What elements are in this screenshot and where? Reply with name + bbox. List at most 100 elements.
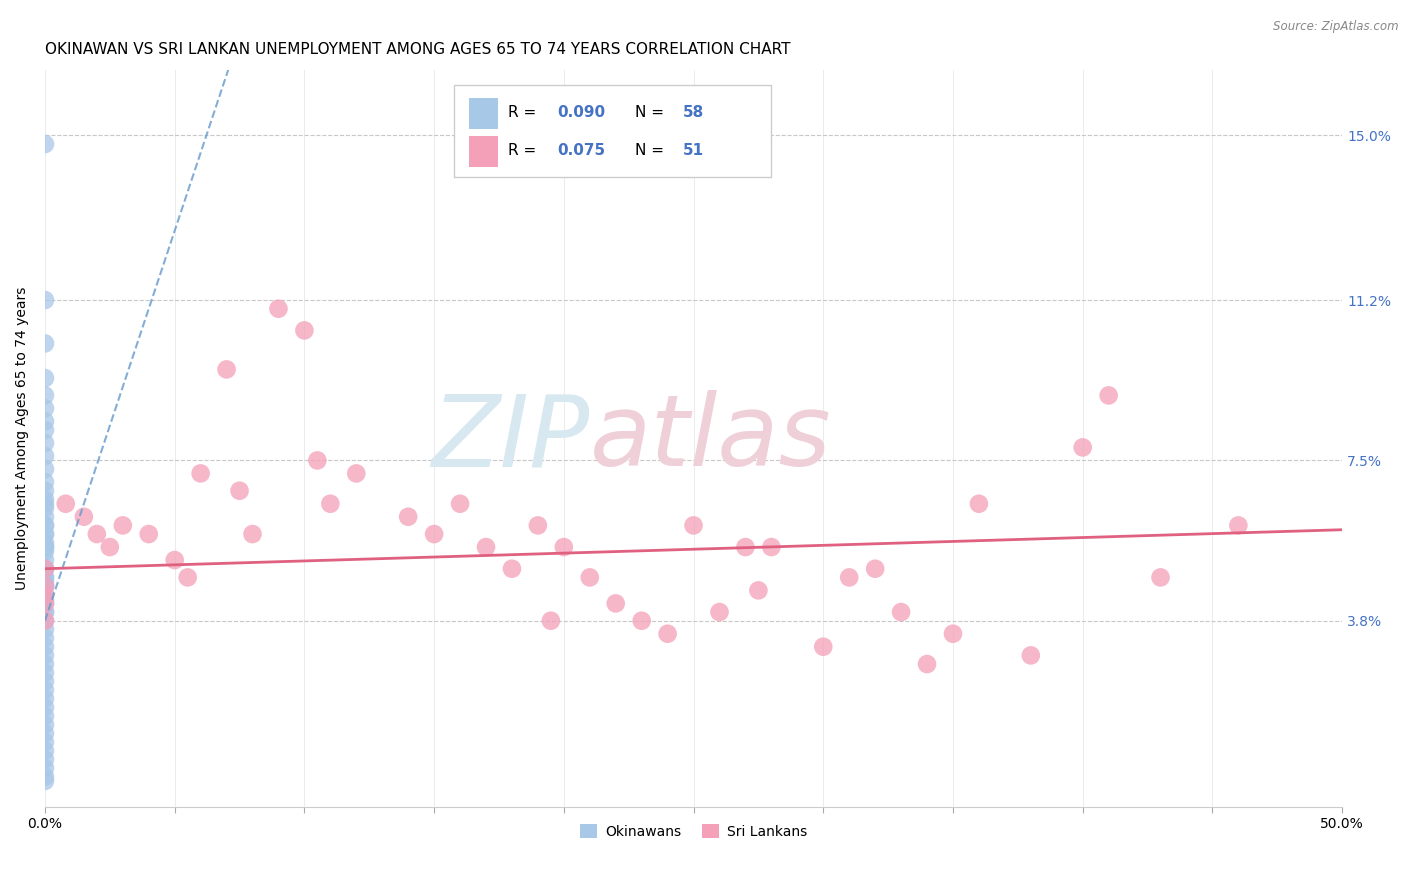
Point (34, 475, 56, 489)
Point (344, 467, 367, 481)
Point (34, 509, 56, 524)
Point (34, 570, 56, 584)
Point (34, 770, 56, 784)
Point (34, 709, 56, 723)
FancyBboxPatch shape (470, 98, 498, 128)
Point (34, 293, 56, 307)
Point (540, 614, 562, 628)
Point (34, 631, 56, 645)
Point (34, 449, 56, 463)
Point (34, 540, 56, 554)
Text: 0.075: 0.075 (557, 144, 606, 158)
Point (228, 483, 250, 498)
Point (34, 527, 56, 541)
Point (34, 596, 56, 610)
Point (34, 579, 56, 593)
Point (319, 497, 342, 511)
Point (34, 336, 56, 351)
Point (1227, 518, 1250, 533)
Point (34, 592, 56, 607)
Point (1149, 570, 1171, 584)
Text: Source: ZipAtlas.com: Source: ZipAtlas.com (1274, 20, 1399, 33)
Point (761, 540, 783, 554)
Point (747, 583, 769, 598)
Text: atlas: atlas (589, 390, 831, 487)
Point (34, 518, 56, 533)
Point (34, 562, 56, 576)
Legend: Okinawans, Sri Lankans: Okinawans, Sri Lankans (575, 818, 813, 845)
Point (34, 544, 56, 558)
Point (423, 527, 446, 541)
Point (34, 623, 56, 637)
Point (34, 691, 56, 706)
Point (34, 640, 56, 654)
Point (578, 570, 600, 584)
Text: R =: R = (508, 105, 541, 120)
Text: OKINAWAN VS SRI LANKAN UNEMPLOYMENT AMONG AGES 65 TO 74 YEARS CORRELATION CHART: OKINAWAN VS SRI LANKAN UNEMPLOYMENT AMON… (45, 42, 790, 57)
Text: N =: N = (636, 105, 669, 120)
Point (34, 657, 56, 671)
Text: 58: 58 (683, 105, 704, 120)
Point (967, 497, 990, 511)
Point (34, 614, 56, 628)
Point (34, 388, 56, 402)
Point (294, 323, 316, 337)
Point (657, 626, 679, 640)
Point (34, 761, 56, 775)
Text: N =: N = (636, 144, 669, 158)
Point (176, 570, 198, 584)
Point (34, 540, 56, 554)
Point (138, 527, 160, 541)
Point (34, 492, 56, 507)
Point (215, 362, 238, 376)
Point (501, 562, 523, 576)
Point (34, 726, 56, 740)
Point (709, 605, 731, 619)
Point (34, 588, 56, 602)
Point (34, 501, 56, 516)
Point (915, 657, 938, 671)
Point (449, 497, 471, 511)
Point (34, 674, 56, 689)
Point (863, 562, 886, 576)
Point (34, 596, 56, 610)
Point (34, 462, 56, 476)
Point (34, 423, 56, 437)
Point (630, 614, 652, 628)
Point (1019, 648, 1042, 663)
Point (34, 735, 56, 749)
Point (34, 497, 56, 511)
Point (34, 518, 56, 533)
Y-axis label: Unemployment Among Ages 65 to 74 years: Unemployment Among Ages 65 to 74 years (15, 287, 30, 591)
Point (34, 744, 56, 758)
Text: 0.090: 0.090 (557, 105, 606, 120)
Point (34, 774, 56, 789)
Point (242, 527, 264, 541)
Text: R =: R = (508, 144, 541, 158)
Point (553, 540, 575, 554)
FancyBboxPatch shape (454, 85, 772, 178)
Point (34, 483, 56, 498)
Point (34, 700, 56, 714)
Point (890, 605, 912, 619)
Text: ZIP: ZIP (432, 390, 589, 487)
Point (34, 535, 56, 549)
Point (34, 371, 56, 385)
Point (34, 562, 56, 576)
Point (1071, 441, 1094, 455)
Point (34, 527, 56, 541)
Point (34, 579, 56, 593)
Point (34, 570, 56, 584)
Text: 51: 51 (683, 144, 704, 158)
Point (734, 540, 756, 554)
Point (163, 553, 186, 567)
Point (34, 401, 56, 416)
Point (190, 467, 212, 481)
Point (34, 752, 56, 766)
Point (55, 497, 77, 511)
Point (34, 579, 56, 593)
Point (34, 414, 56, 428)
Point (34, 614, 56, 628)
Point (34, 717, 56, 731)
Point (682, 518, 704, 533)
